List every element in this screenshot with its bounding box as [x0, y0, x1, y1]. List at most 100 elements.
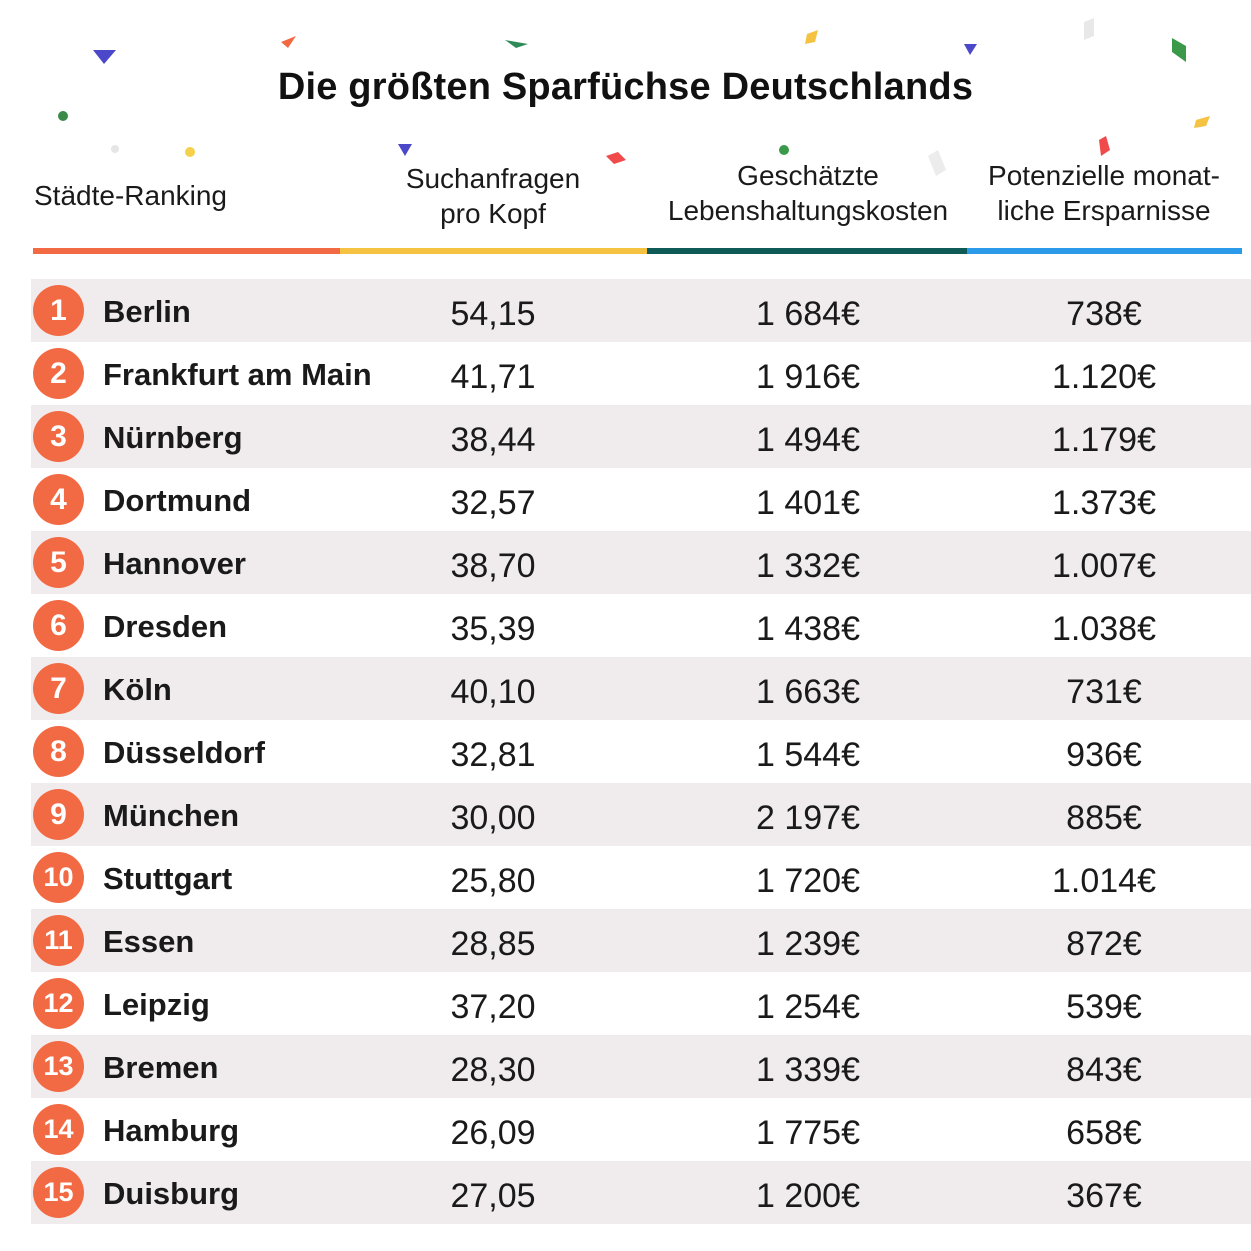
rank-badge: 1 [33, 285, 84, 336]
city-name: Berlin [103, 294, 191, 329]
monthly-savings-value: 872€ [1066, 925, 1142, 963]
city-name: Hannover [103, 546, 246, 581]
city-name: München [103, 798, 240, 833]
table-row: 13 Bremen 28,30 1 339€ 843€ [31, 1035, 1251, 1098]
monthly-savings-value: 738€ [1066, 295, 1142, 333]
living-costs-value: 1 684€ [756, 295, 860, 333]
header-searches-line2: pro Kopf [440, 198, 546, 229]
searches-per-capita-value: 26,09 [450, 1114, 536, 1152]
living-costs-value: 2 197€ [756, 799, 860, 837]
city-name: Bremen [103, 1050, 219, 1085]
confetti-dot [111, 145, 119, 153]
header-underline-savings [967, 248, 1242, 254]
living-costs-value: 1 332€ [756, 547, 860, 585]
table-row: 6 Dresden 35,39 1 438€ 1.038€ [31, 594, 1251, 657]
table-row: 10 Stuttgart 25,80 1 720€ 1.014€ [31, 846, 1251, 909]
table-row: 14 Hamburg 26,09 1 775€ 658€ [31, 1098, 1251, 1161]
confetti-dot [185, 147, 195, 157]
living-costs-value: 1 401€ [756, 484, 860, 522]
header-living-costs: Geschätzte Lebenshaltungskosten [648, 158, 968, 228]
city-name: Frankfurt am Main [103, 357, 372, 392]
city-name: Köln [103, 672, 172, 707]
confetti-dot [779, 145, 789, 155]
header-costs-line2: Lebenshaltungskosten [667, 195, 949, 226]
ranking-table: 1 Berlin 54,15 1 684€ 738€ 2 Frankfurt am Main… [31, 279, 1251, 1224]
confetti-shape [1172, 38, 1186, 62]
table-row: 2 Frankfurt am Main 41,71 1 916€ 1.120€ [31, 342, 1251, 405]
living-costs-value: 1 775€ [756, 1114, 860, 1152]
monthly-savings-value: 539€ [1066, 988, 1142, 1026]
rank-badge: 11 [33, 915, 84, 966]
living-costs-value: 1 663€ [756, 673, 860, 711]
rank-badge: 6 [33, 600, 84, 651]
table-row: 3 Nürnberg 38,44 1 494€ 1.179€ [31, 405, 1251, 468]
confetti-shape [1084, 18, 1094, 40]
table-row: 9 München 30,00 2 197€ 885€ [31, 783, 1251, 846]
monthly-savings-value: 1.007€ [1052, 547, 1156, 585]
rank-badge: 4 [33, 474, 84, 525]
rank-badge: 10 [33, 852, 84, 903]
monthly-savings-value: 731€ [1066, 673, 1142, 711]
confetti-shape [1099, 136, 1110, 156]
confetti-triangle [281, 36, 296, 48]
city-name: Hamburg [103, 1113, 240, 1148]
monthly-savings-value: 367€ [1066, 1177, 1142, 1215]
living-costs-value: 1 254€ [756, 988, 860, 1026]
header-searches-line1: Suchanfragen [405, 163, 581, 194]
searches-per-capita-value: 28,30 [450, 1051, 536, 1089]
monthly-savings-value: 1.373€ [1052, 484, 1156, 522]
living-costs-value: 1 200€ [756, 1177, 860, 1215]
confetti-shape [505, 40, 528, 48]
rank-badge: 3 [33, 411, 84, 462]
searches-per-capita-value: 25,80 [450, 862, 536, 900]
rank-badge: 7 [33, 663, 84, 714]
header-costs-line1: Geschätzte [737, 160, 879, 191]
searches-per-capita-value: 28,85 [450, 925, 536, 963]
city-name: Dortmund [103, 483, 252, 518]
table-row: 11 Essen 28,85 1 239€ 872€ [31, 909, 1251, 972]
monthly-savings-value: 885€ [1066, 799, 1142, 837]
monthly-savings-value: 1.038€ [1052, 610, 1156, 648]
header-underline-searches [340, 248, 647, 254]
table-row: 4 Dortmund 32,57 1 401€ 1.373€ [31, 468, 1251, 531]
table-row: 5 Hannover 38,70 1 332€ 1.007€ [31, 531, 1251, 594]
living-costs-value: 1 916€ [756, 358, 860, 396]
rank-badge: 5 [33, 537, 84, 588]
city-name: Düsseldorf [103, 735, 265, 770]
rank-badge: 2 [33, 348, 84, 399]
monthly-savings-value: 936€ [1066, 736, 1142, 774]
searches-per-capita-value: 38,70 [450, 547, 536, 585]
header-savings-line2: liche Ersparnisse [997, 195, 1211, 226]
living-costs-value: 1 494€ [756, 421, 860, 459]
header-underline-costs [647, 248, 967, 254]
confetti-triangle [398, 144, 412, 156]
searches-per-capita-value: 54,15 [450, 295, 536, 333]
monthly-savings-value: 658€ [1066, 1114, 1142, 1152]
searches-per-capita-value: 37,20 [450, 988, 536, 1026]
rank-badge: 12 [33, 978, 84, 1029]
city-name: Leipzig [103, 987, 210, 1022]
rank-badge: 9 [33, 789, 84, 840]
city-name: Stuttgart [103, 861, 233, 896]
header-monthly-savings: Potenzielle monat- liche Ersparnisse [968, 158, 1240, 228]
searches-per-capita-value: 38,44 [450, 421, 536, 459]
searches-per-capita-value: 30,00 [450, 799, 536, 837]
searches-per-capita-value: 40,10 [450, 673, 536, 711]
rank-badge: 14 [33, 1104, 84, 1155]
table-row: 15 Duisburg 27,05 1 200€ 367€ [31, 1161, 1251, 1224]
monthly-savings-value: 843€ [1066, 1051, 1142, 1089]
city-name: Nürnberg [103, 420, 243, 455]
searches-per-capita-value: 32,57 [450, 484, 536, 522]
confetti-triangle [964, 44, 977, 55]
living-costs-value: 1 720€ [756, 862, 860, 900]
living-costs-value: 1 339€ [756, 1051, 860, 1089]
rank-badge: 15 [33, 1167, 84, 1218]
confetti-shape [1194, 116, 1210, 128]
searches-per-capita-value: 27,05 [450, 1177, 536, 1215]
confetti-triangle [93, 50, 116, 64]
city-name: Duisburg [103, 1176, 240, 1211]
searches-per-capita-value: 35,39 [450, 610, 536, 648]
table-row: 12 Leipzig 37,20 1 254€ 539€ [31, 972, 1251, 1035]
monthly-savings-value: 1.120€ [1052, 358, 1156, 396]
header-city-ranking: Städte-Ranking [34, 180, 228, 211]
